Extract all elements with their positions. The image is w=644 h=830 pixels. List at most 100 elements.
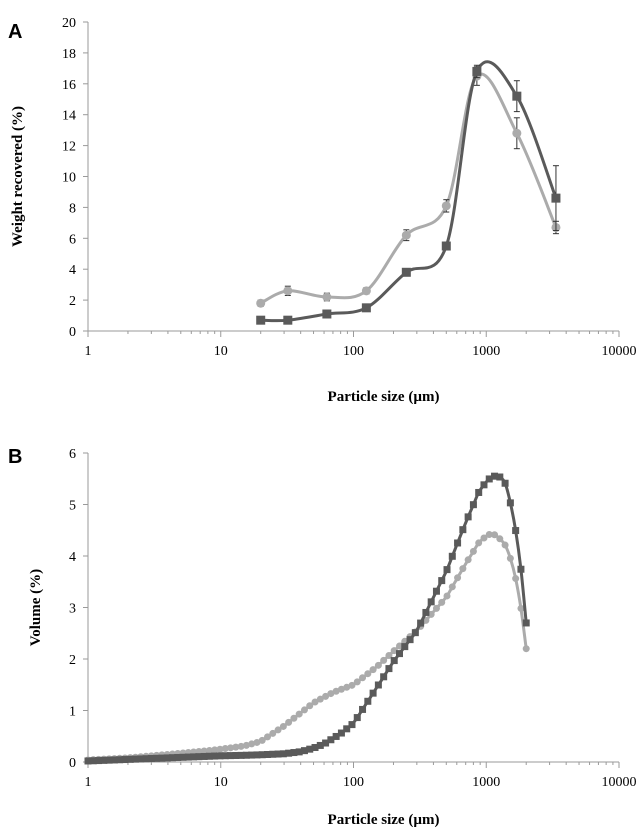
data-point (95, 757, 103, 765)
data-point (200, 752, 208, 760)
data-point (211, 752, 219, 760)
data-point (454, 539, 462, 547)
data-point (269, 750, 277, 758)
data-point (369, 689, 377, 697)
y-axis-title: Volume (%) (28, 569, 44, 646)
data-point (237, 742, 245, 750)
data-point (227, 744, 235, 752)
y-tick-label: 1 (69, 705, 76, 720)
data-point (283, 286, 293, 296)
data-point (258, 751, 266, 759)
data-point (253, 751, 261, 759)
data-point (274, 750, 282, 758)
data-point (227, 752, 235, 760)
series-2 (256, 66, 561, 308)
data-point (395, 642, 403, 650)
y-tick-label: 0 (69, 756, 76, 771)
data-point (512, 128, 522, 138)
data-point (506, 499, 514, 507)
y-tick-label: 20 (62, 16, 76, 31)
y-tick-label: 8 (69, 201, 76, 216)
data-point (121, 756, 129, 764)
y-tick-label: 14 (62, 109, 76, 124)
data-point (390, 647, 398, 655)
data-point (432, 604, 440, 612)
data-point (512, 91, 522, 101)
data-point (256, 298, 266, 308)
y-tick-label: 4 (69, 550, 76, 565)
data-point (332, 732, 340, 740)
data-point (332, 687, 340, 695)
y-tick-label: 4 (69, 263, 76, 278)
panel-a-letter: A (8, 21, 22, 43)
data-point (454, 574, 462, 582)
data-point (443, 592, 451, 600)
data-point (517, 604, 525, 612)
data-point (517, 565, 525, 573)
data-point (327, 690, 335, 698)
data-point (469, 547, 477, 555)
data-point (464, 556, 472, 564)
data-point (364, 697, 372, 705)
data-point (411, 629, 419, 637)
series-1 (256, 60, 561, 325)
data-point (448, 552, 456, 560)
data-point (512, 527, 520, 535)
data-point (174, 753, 182, 761)
data-point (361, 286, 371, 296)
data-point (385, 665, 393, 673)
data-point (232, 751, 240, 759)
data-point (438, 598, 446, 606)
data-point (395, 650, 403, 658)
series-2 (84, 530, 530, 764)
panel-a-chart: A 0 2 4 6 8 10 12 14 16 18 20 1 10 100 1000 10000 Partic… (8, 16, 637, 405)
data-point (480, 534, 488, 542)
data-point (221, 752, 229, 760)
data-point (522, 645, 530, 653)
x-tick-label: 10 (214, 775, 228, 790)
y-tick-label: 3 (69, 602, 76, 617)
y-tick-label: 12 (62, 140, 76, 155)
data-point (496, 473, 504, 481)
data-point (485, 530, 493, 538)
x-tick-label: 1 (85, 344, 92, 359)
data-point (242, 751, 250, 759)
data-point (551, 193, 561, 203)
data-point (374, 661, 382, 669)
data-point (316, 741, 324, 749)
data-point (401, 267, 411, 277)
data-point (406, 636, 414, 644)
data-point (480, 481, 488, 489)
data-point (316, 695, 324, 703)
data-point (142, 755, 150, 763)
data-point (361, 303, 371, 313)
data-point (190, 753, 198, 761)
data-point (253, 738, 261, 746)
data-point (337, 685, 345, 693)
data-point (491, 472, 499, 480)
data-point (441, 201, 451, 211)
data-point (343, 683, 351, 691)
data-point (205, 746, 213, 754)
data-point (116, 756, 124, 764)
data-point (205, 752, 213, 760)
x-tick-label: 10000 (602, 775, 637, 790)
data-point (285, 749, 293, 757)
data-point (322, 292, 332, 302)
data-point (422, 608, 430, 616)
data-point (279, 750, 287, 758)
y-tick-label: 16 (62, 78, 76, 93)
x-tick-label: 100 (343, 775, 364, 790)
data-point (100, 756, 108, 764)
y-tick-label: 5 (69, 499, 76, 514)
y-axis-title: Weight recovered (%) (10, 106, 26, 247)
data-point (417, 619, 425, 627)
data-point (256, 315, 266, 325)
data-point (385, 651, 393, 659)
data-point (438, 577, 446, 585)
y-tick-label: 6 (69, 232, 76, 247)
data-point (501, 479, 509, 487)
series-1 (84, 472, 530, 765)
x-axis-title: Particle size (µm) (328, 389, 440, 405)
